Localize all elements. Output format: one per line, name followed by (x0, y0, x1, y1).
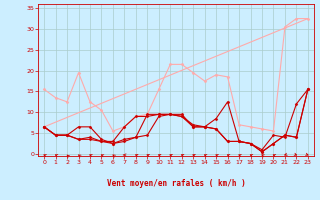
X-axis label: Vent moyen/en rafales ( km/h ): Vent moyen/en rafales ( km/h ) (107, 179, 245, 188)
